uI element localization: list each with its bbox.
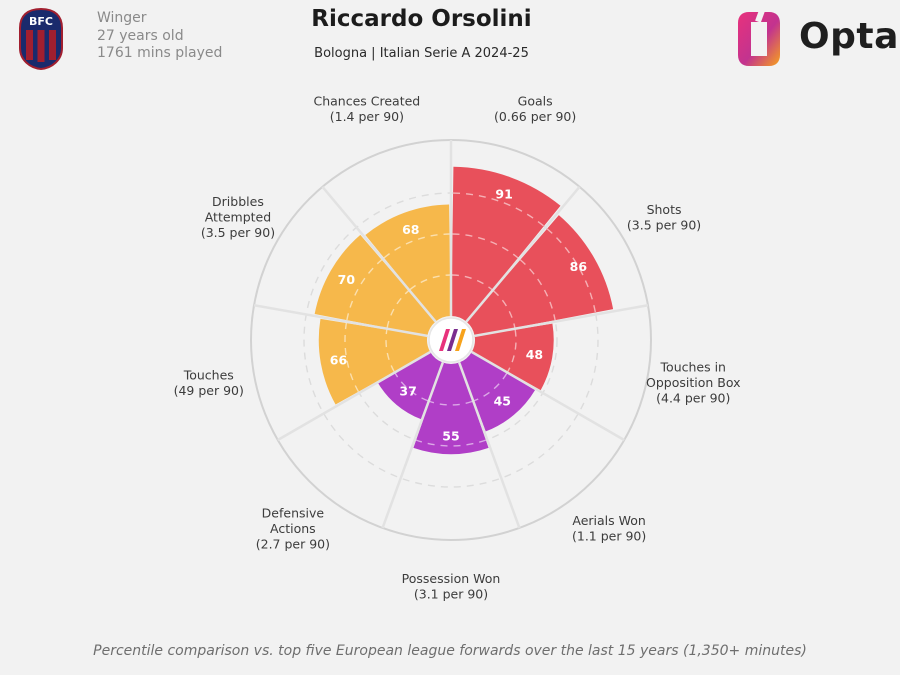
radar-category-label-line: Chances Created (313, 94, 420, 109)
radar-bar (466, 215, 614, 336)
center-logo-stroke (439, 329, 450, 351)
radar-spokes (253, 140, 649, 529)
opta-wordmark: Opta (799, 16, 899, 57)
radar-category-label-line: Aerials Won (572, 513, 645, 528)
radar-bar-gridline (415, 439, 487, 447)
radar-category-label-line: (0.66 per 90) (494, 109, 576, 124)
radar-value-label: 68 (402, 222, 419, 237)
radar-bar-gridline (429, 400, 473, 406)
radar-category-label-line: Possession Won (402, 571, 501, 586)
radar-value-label: 55 (442, 429, 459, 444)
radar-bar-gridline (493, 290, 516, 328)
player-minutes: 1761 mins played (97, 45, 223, 61)
radar-spoke (474, 304, 649, 338)
radar-category-label: Possession Won (3.1 per 90) (402, 571, 501, 602)
footnote: Percentile comparison vs. top five Europ… (93, 643, 807, 659)
radar-bar-gridline (519, 259, 556, 321)
radar-category-label: Touches (49 per 90) (174, 367, 244, 398)
radar-bar-gridline (451, 274, 493, 291)
player-name-title: Riccardo Orsolini (311, 6, 532, 32)
radar-category-label-line: Actions (270, 521, 316, 536)
radar-bar-gridline (409, 274, 451, 291)
radar-spoke (321, 185, 437, 323)
radar-bar (365, 204, 451, 322)
radar-category-label-line: Goals (518, 94, 553, 109)
radar-bar-gridline (344, 322, 360, 393)
radar-category-label-line: Attempted (205, 210, 271, 225)
radar-spoke (381, 362, 444, 529)
radar-category-label: Goals (0.66 per 90) (494, 94, 576, 125)
radar-category-label-line: Opposition Box (646, 375, 741, 390)
radar-bar (471, 323, 554, 391)
radar-value-label: 66 (330, 352, 348, 367)
radar-spoke (277, 350, 431, 442)
club-crest-icon: BFC (19, 8, 63, 70)
radar-bar (378, 352, 443, 420)
radar-category-label-line: Dribbles (212, 194, 264, 209)
radar-spoke (253, 304, 428, 338)
radar-bar-gridline (452, 233, 519, 259)
radar-category-label: Shots (3.5 per 90) (627, 202, 701, 233)
radar-bar (451, 166, 561, 322)
radar-value-label: 37 (399, 384, 416, 399)
radar-bar-gridline (383, 233, 450, 259)
radar-value-label: 70 (338, 272, 356, 287)
crest-text: BFC (29, 15, 53, 28)
radar-category-label-line: (1.4 per 90) (330, 109, 404, 124)
radar-bar-gridline (385, 329, 395, 373)
radar-spoke (458, 362, 521, 529)
radar-category-label-line: (3.5 per 90) (627, 217, 701, 232)
radar-category-labels: Goals (0.66 per 90)Shots (3.5 per 90)Touch… (174, 94, 741, 602)
center-logo-stroke (455, 329, 466, 351)
radar-bar (413, 362, 489, 455)
radar-value-label: 86 (570, 259, 588, 274)
radar-bar-gridline (386, 290, 409, 328)
radar-category-label: Defensive Actions (2.7 per 90) (256, 505, 330, 551)
radar-category-label-line: Touches in (660, 360, 726, 375)
radar-category-label-line: (3.1 per 90) (414, 586, 488, 601)
radar-bar-gridline (394, 372, 429, 402)
radar-bar (314, 234, 436, 336)
radar-value-label: 91 (495, 187, 512, 202)
radar-bar-gridline (507, 329, 517, 373)
radar-category-label-line: (4.4 per 90) (656, 391, 730, 406)
center-logo-stroke (447, 329, 458, 351)
radar-category-label: Touches in Opposition Box (4.4 per 90) (646, 360, 741, 406)
radar-category-label-line: (1.1 per 90) (572, 529, 646, 544)
radar-category-label-line: Touches (183, 367, 234, 382)
radar-spoke (465, 185, 581, 323)
radar-bar (318, 318, 431, 405)
opta-logo-icon (738, 9, 780, 66)
radar-value-label: 48 (526, 347, 543, 362)
player-age: 27 years old (97, 27, 184, 44)
radar-category-label-line: (2.7 per 90) (256, 536, 330, 551)
radar-spoke (471, 350, 625, 442)
player-meta: Winger 27 years old 1761 mins played (97, 10, 222, 63)
radar-value-label: 45 (494, 394, 511, 409)
radar-category-label-line: Defensive (262, 505, 325, 520)
radar-bars (314, 166, 614, 455)
radar-category-label: Aerials Won (1.1 per 90) (572, 513, 646, 544)
radar-value-labels: 91 86 48 45 55 37 66 70 68 (330, 187, 588, 444)
team-league-subtitle: Bologna | Italian Serie A 2024-25 (314, 46, 529, 61)
radar-bar-gridline (346, 259, 383, 321)
radar-category-label-line: (49 per 90) (174, 383, 244, 398)
radar-category-label: Chances Created (1.4 per 90) (313, 94, 420, 125)
radar-category-label-line: (3.5 per 90) (201, 225, 275, 240)
radar-center-logo (428, 317, 474, 363)
player-position: Winger (97, 10, 147, 26)
radar-category-label-line: Shots (647, 202, 682, 217)
radar-category-label: Dribbles Attempted (3.5 per 90) (201, 194, 275, 240)
radar-bar-gridline (473, 372, 508, 402)
